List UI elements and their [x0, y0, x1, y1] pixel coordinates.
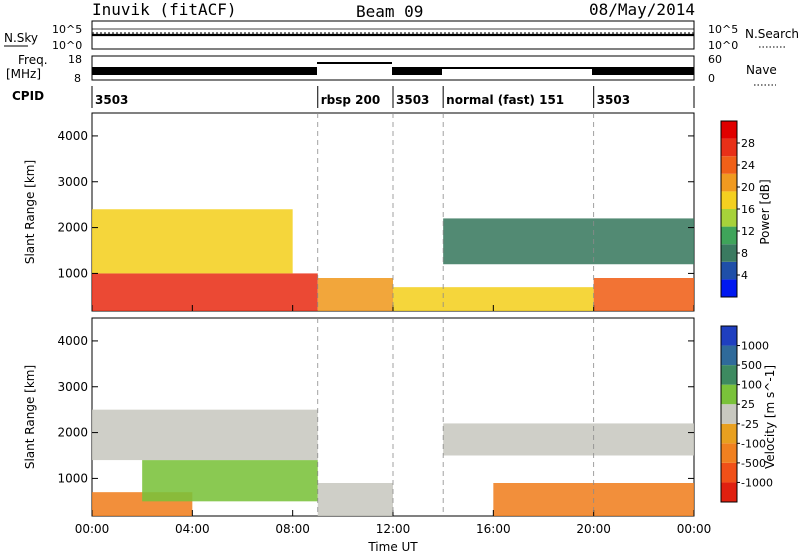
colorbar-swatch [721, 226, 737, 245]
colorbar-tick-label: 100 [741, 379, 762, 392]
colorbar-swatch [721, 423, 737, 444]
nsky-label: N.Sky [4, 31, 38, 45]
velocity-colorbar-label: Velocity [m s^-1] [763, 365, 777, 469]
y-tick-label: 4000 [57, 129, 88, 143]
y-tick-label: 3000 [57, 175, 88, 189]
colorbar-tick-label: 20 [741, 181, 755, 194]
colorbar-frame [720, 325, 738, 503]
colorbar-swatch [721, 121, 737, 139]
freq-trace-seg1 [92, 67, 317, 75]
freq-top-tick: 18 [68, 53, 82, 66]
data-cell [92, 409, 318, 461]
data-cell [92, 209, 293, 274]
y-tick-label: 1000 [57, 266, 88, 280]
freq-trace-seg4 [442, 67, 592, 69]
nave-top-tick: 60 [708, 53, 722, 66]
x-tick-label: 00:00 [677, 522, 712, 536]
colorbar-swatch [721, 326, 737, 346]
colorbar-tick-label: 12 [741, 225, 755, 238]
power-ylabel: Slant Range [km] [23, 160, 37, 264]
data-cell [443, 423, 694, 456]
colorbar-swatch [721, 173, 737, 192]
colorbar-tick-label: 500 [741, 359, 762, 372]
velocity-colorbar: 1000 500 100 25 -25 -100 -500 -1000 [720, 325, 773, 503]
colorbar-tick-label: -100 [741, 437, 766, 450]
freq-trace-seg2 [317, 62, 392, 64]
colorbar-tick-label: 24 [741, 159, 755, 172]
x-tick-label: 12:00 [376, 522, 411, 536]
x-tick-label: 00:00 [75, 522, 110, 536]
power-data [92, 209, 694, 311]
x-tick-label: 16:00 [476, 522, 511, 536]
colorbar-swatch [721, 138, 737, 157]
data-cell [142, 460, 318, 502]
nsky-bottom-tick: 10^0 [52, 39, 82, 52]
cpid-label: CPID [12, 89, 44, 103]
freq-label: Freq. [18, 53, 48, 67]
nsky-top-tick: 10^5 [52, 23, 82, 36]
date-title: 08/May/2014 [589, 0, 695, 19]
colorbar-swatch [721, 462, 737, 483]
cpid-segment-label: 3503 [396, 93, 429, 107]
colorbar-swatch [721, 156, 737, 174]
x-tick-label: 20:00 [576, 522, 611, 536]
station-title: Inuvik (fitACF) [92, 0, 237, 19]
colorbar-tick-label: -500 [741, 457, 766, 470]
y-tick-label: 1000 [57, 471, 88, 485]
colorbar-tick-label: 1000 [741, 340, 769, 353]
colorbar-tick-label: -25 [741, 418, 759, 431]
y-tick-label: 2000 [57, 426, 88, 440]
data-cell [317, 278, 393, 311]
x-tick-label: 04:00 [175, 522, 210, 536]
data-cell [317, 483, 393, 516]
nave-label: Nave [746, 63, 777, 77]
colorbar-tick-label: 8 [741, 247, 748, 260]
beam-title: Beam 09 [356, 2, 423, 21]
colorbar-swatch [721, 365, 737, 385]
colorbar-swatch [721, 191, 737, 209]
y-tick-label: 4000 [57, 334, 88, 348]
y-tick-label: 3000 [57, 380, 88, 394]
freq-trace-seg3 [392, 67, 442, 75]
colorbar-swatch [721, 345, 737, 366]
nsearch-label: N.Search [745, 27, 799, 41]
velocity-axes: 1000 2000 3000 4000 00:00 04:00 08:00 12:00 16:0… [57, 318, 711, 536]
colorbar-swatch [721, 404, 737, 424]
cpid-segment-label: rbsp 200 [321, 93, 380, 107]
colorbar-swatch [721, 384, 737, 405]
nsearch-top-tick: 10^5 [708, 23, 738, 36]
velocity-ylabel: Slant Range [km] [23, 365, 37, 469]
x-tick-label: 08:00 [275, 522, 310, 536]
colorbar-tick-label: 4 [741, 269, 748, 282]
freq-bottom-tick: 8 [74, 72, 81, 85]
colorbar-swatch [721, 261, 737, 280]
cpid-strip: 3503 rbsp 200 3503 normal (fast) 151 3503 [91, 86, 695, 108]
velocity-data [92, 409, 694, 516]
power-colorbar-label: Power [dB] [758, 179, 772, 244]
data-cell [92, 273, 318, 311]
data-cell [443, 218, 694, 265]
freq-trace-seg5 [592, 67, 694, 75]
freq-unit-label: [MHz] [6, 67, 41, 81]
nave-bottom-tick: 0 [708, 72, 715, 85]
power-colorbar: 28 24 20 16 12 8 4 [720, 120, 755, 298]
data-cell [593, 278, 694, 311]
colorbar-tick-label: 25 [741, 398, 755, 411]
cpid-segment-label: normal (fast) 151 [446, 93, 564, 107]
time-axis-label: Time UT [367, 540, 418, 554]
colorbar-tick-label: 28 [741, 137, 755, 150]
colorbar-swatch [721, 209, 737, 227]
colorbar-swatch [721, 443, 737, 463]
power-axes: 1000 2000 3000 4000 [57, 113, 695, 311]
y-tick-label: 2000 [57, 221, 88, 235]
nsearch-bottom-tick: 10^0 [708, 39, 738, 52]
colorbar-tick-label: -1000 [741, 476, 773, 489]
cpid-segment-label: 3503 [597, 93, 630, 107]
cpid-segment-label: 3503 [95, 93, 128, 107]
colorbar-swatch [721, 482, 737, 502]
colorbar-tick-label: 16 [741, 203, 755, 216]
colorbar-swatch [721, 244, 737, 262]
colorbar-swatch [721, 279, 737, 297]
